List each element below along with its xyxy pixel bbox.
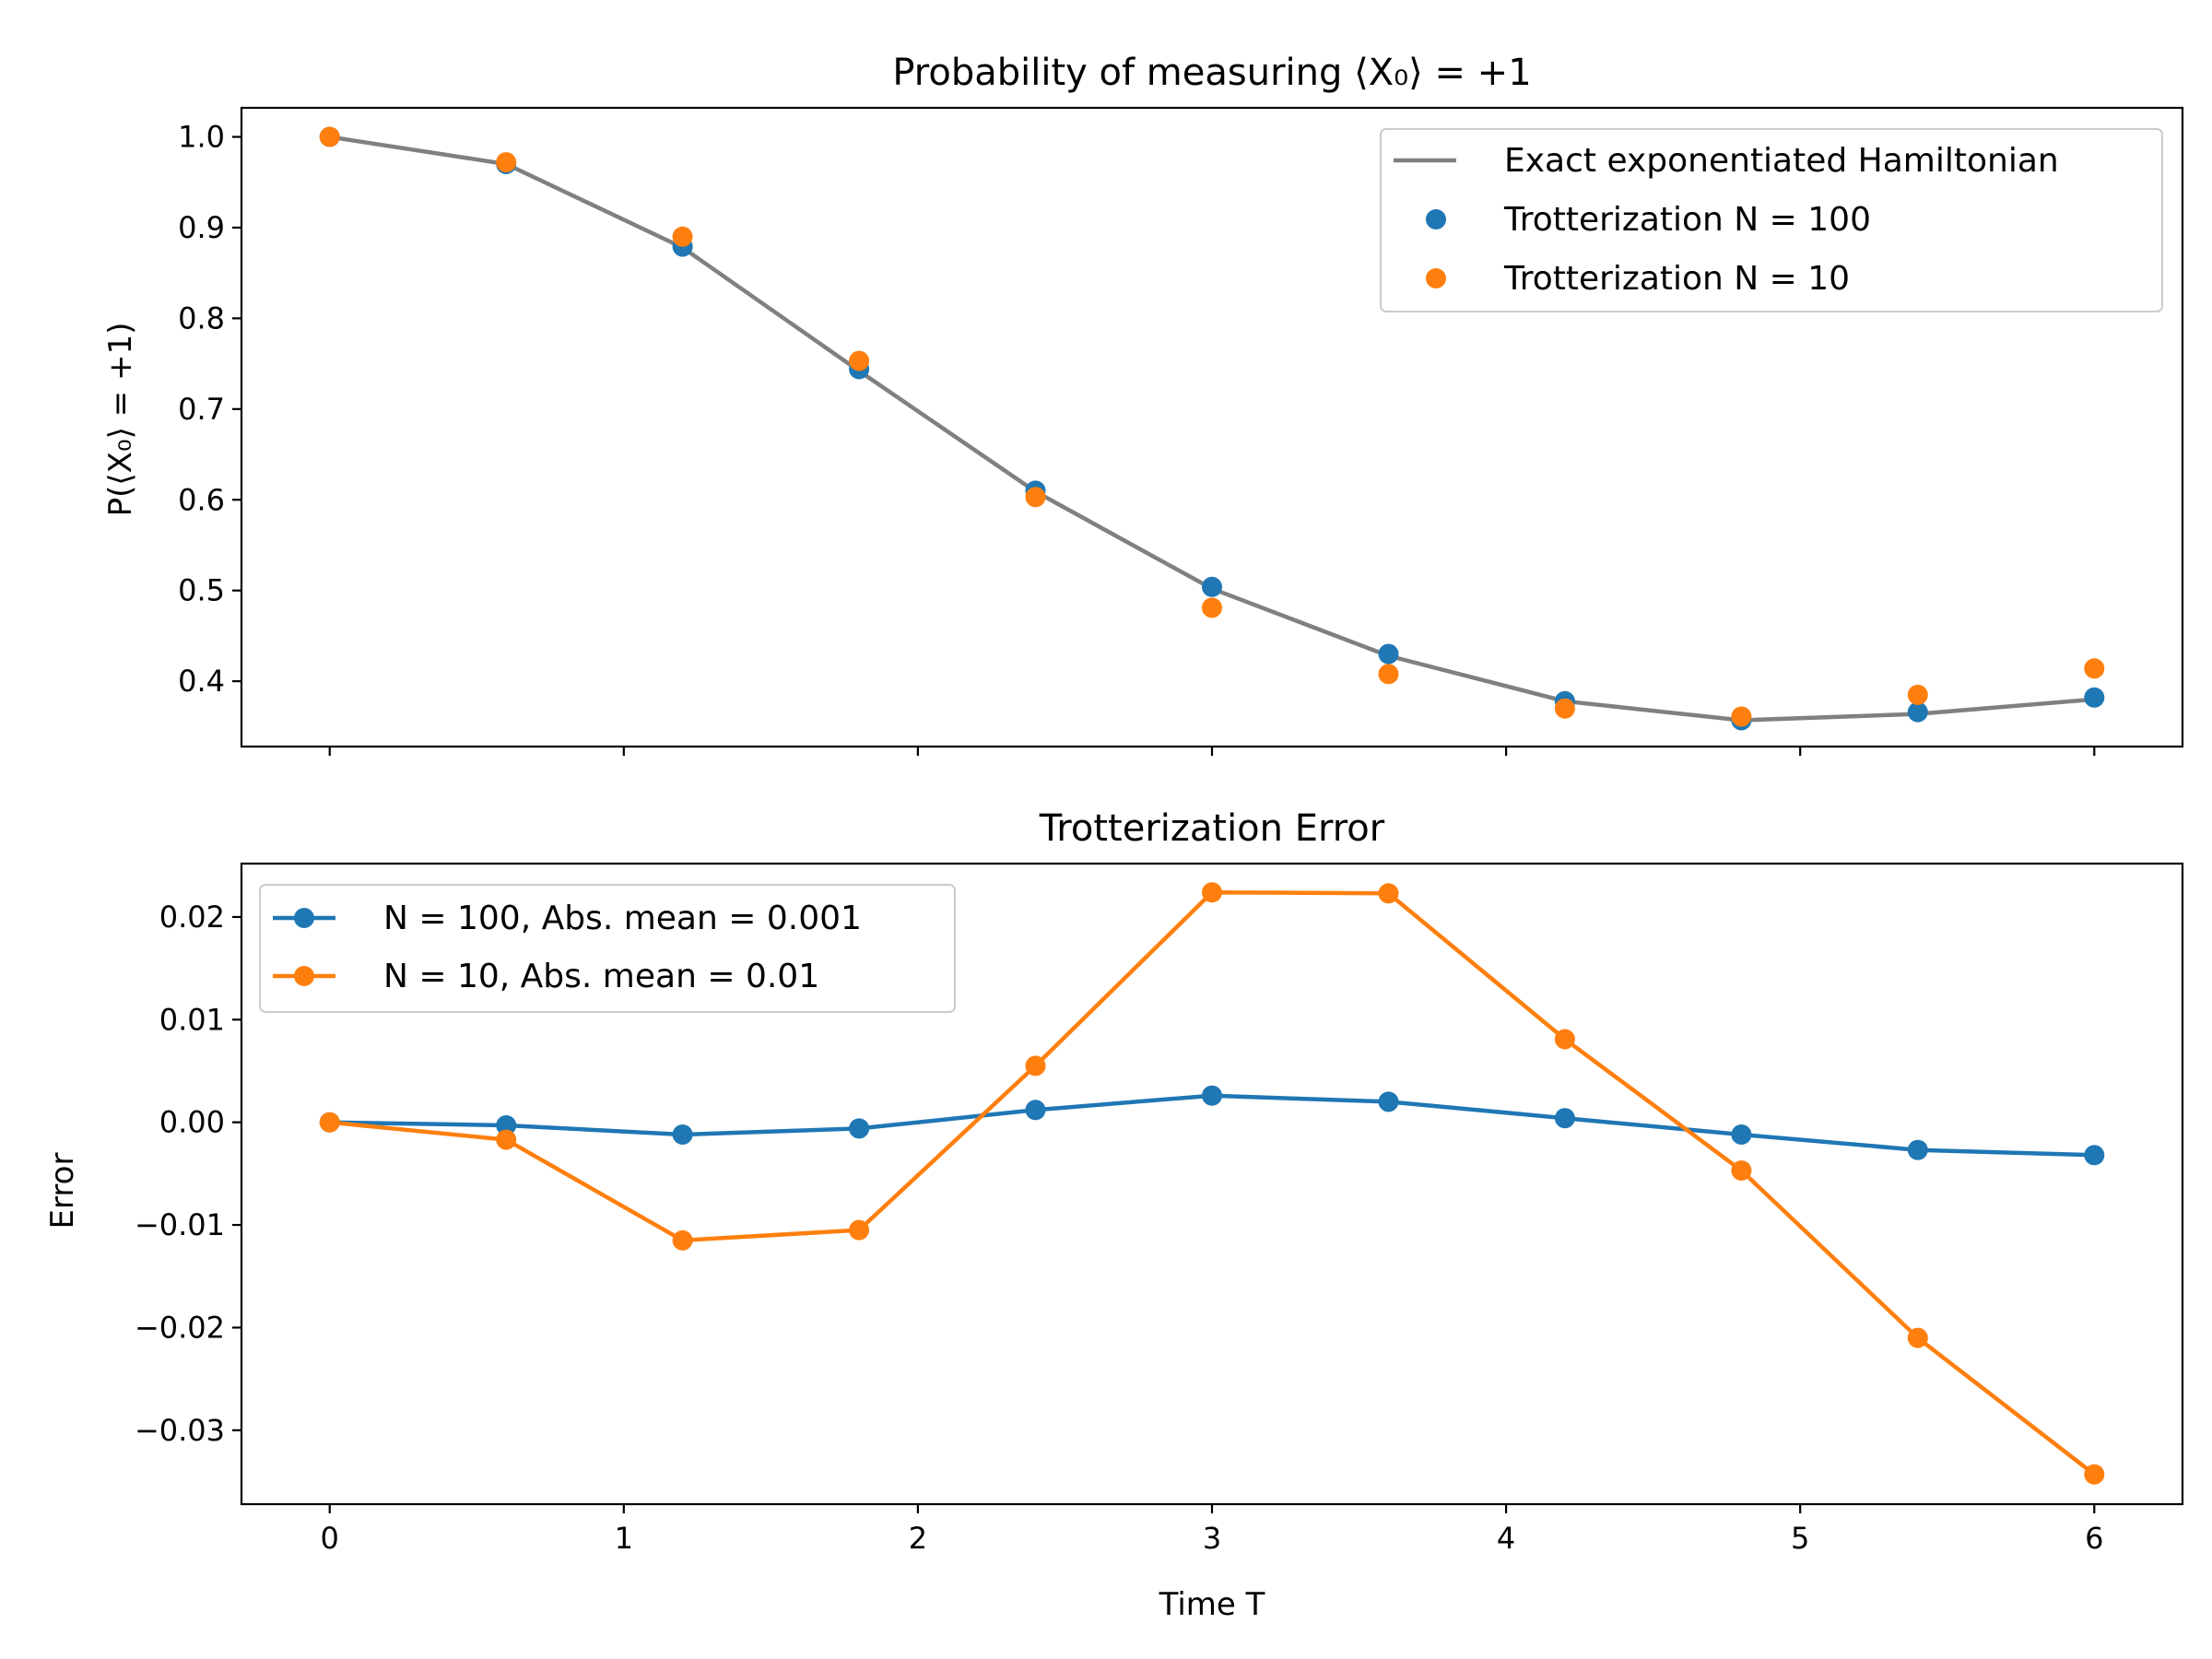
error-legend: N = 100, Abs. mean = 0.001 N = 10, Abs. … [259, 884, 956, 1013]
series-1-0-point-3 [849, 1118, 870, 1139]
series-1-0-point-7 [1554, 1108, 1575, 1129]
series-0-1-point-10 [2084, 687, 2105, 708]
probability-y-ticks: 0.4 0.5 0.6 0.7 0.8 0.9 1.0 [178, 120, 241, 699]
x-tick-label: 1 [615, 1521, 633, 1556]
series-1-1-point-6 [1378, 883, 1399, 904]
x-tick-label: 0 [321, 1521, 339, 1556]
probability-panel-title: Probability of measuring ⟨X₀⟩ = +1 [892, 52, 1531, 94]
legend-trotter-100-marker [1426, 209, 1446, 229]
probability-axes-frame [240, 106, 2184, 748]
series-0-1-point-5 [1202, 576, 1222, 597]
series-1-0-point-9 [1907, 1139, 1928, 1160]
series-0-2-point-6 [1378, 664, 1399, 685]
error-panel-title: Trotterization Error [1039, 807, 1385, 850]
series-0-2-point-9 [1907, 684, 1928, 705]
series-1-0-point-4 [1025, 1100, 1046, 1121]
y-tick-label: 0.02 [159, 900, 225, 935]
series-0-2-point-1 [496, 152, 517, 173]
legend-exact-label: Exact exponentiated Hamiltonian [1504, 142, 2059, 180]
legend-trotter-10-label: Trotterization N = 10 [1503, 260, 1850, 298]
series-1-1-point-5 [1202, 882, 1222, 903]
y-tick-label: 1.0 [178, 120, 225, 155]
x-tick-label: 6 [2085, 1521, 2103, 1556]
error-y-ticks: −0.03 −0.02 −0.01 0.00 0.01 0.02 [135, 900, 241, 1448]
legend-trotter-100-label: Trotterization N = 100 [1503, 201, 1871, 239]
series-0-2-point-8 [1731, 706, 1752, 727]
legend-trotter-10-marker [1426, 268, 1446, 288]
y-tick-label: 0.00 [159, 1105, 225, 1140]
series-1-0-point-5 [1202, 1085, 1222, 1106]
probability-plot-area [319, 126, 2105, 731]
series-1-0-point-8 [1731, 1124, 1752, 1145]
error-panel: Trotterization Error Error Time T −0.03−… [44, 807, 2184, 1623]
legend-error-10-label: N = 10, Abs. mean = 0.01 [383, 958, 819, 995]
series-1-1-point-2 [672, 1230, 693, 1251]
y-tick-label: 0.9 [178, 210, 225, 245]
series-1-1-point-9 [1907, 1327, 1928, 1348]
probability-legend: Exact exponentiated Hamiltonian Trotteri… [1380, 128, 2163, 312]
error-x-ticks: 0 1 2 3 4 5 6 [321, 1504, 2103, 1556]
y-tick-label: 0.5 [178, 573, 225, 608]
series-1-0-point-2 [672, 1124, 693, 1145]
series-1-0-point-1 [496, 1115, 517, 1135]
y-tick-label: −0.03 [135, 1413, 225, 1448]
series-0-2-point-2 [672, 226, 693, 247]
probability-y-axis-label: P(⟨X₀⟩ = +1) [102, 323, 139, 517]
series-0-2-point-0 [319, 126, 340, 147]
x-tick-label: 5 [1791, 1521, 1809, 1556]
y-tick-label: 0.4 [178, 664, 225, 699]
series-0-2-point-5 [1202, 597, 1222, 618]
series-1-1-point-4 [1025, 1055, 1046, 1077]
series-0-1-point-6 [1378, 643, 1399, 665]
series-0-1-point-9 [1907, 701, 1928, 723]
series-0-2-point-4 [1025, 487, 1046, 508]
series-1-1-point-10 [2084, 1464, 2105, 1485]
series-0-2-point-7 [1554, 698, 1575, 719]
error-y-axis-label: Error [44, 1153, 81, 1230]
series-1-1-point-1 [496, 1129, 517, 1150]
error-plot-area [319, 882, 2105, 1485]
legend-error-100-label: N = 100, Abs. mean = 0.001 [383, 900, 862, 937]
y-tick-label: 0.6 [178, 482, 225, 517]
error-legend-box [259, 884, 956, 1013]
series-1-0-point-6 [1378, 1091, 1399, 1112]
error-x-axis-label: Time T [1159, 1586, 1265, 1623]
series-1-0-point-10 [2084, 1145, 2105, 1166]
error-axes-frame [240, 862, 2184, 1506]
y-tick-label: −0.02 [135, 1310, 225, 1345]
series-1-1-point-8 [1731, 1160, 1752, 1181]
legend-error-100-marker [294, 908, 314, 928]
probability-panel: Probability of measuring ⟨X₀⟩ = +1 P(⟨X₀… [102, 52, 2184, 756]
series-1-1-point-0 [319, 1112, 340, 1133]
probability-legend-box [1380, 128, 2163, 312]
y-tick-label: −0.01 [135, 1207, 225, 1242]
probability-x-ticks [328, 747, 2096, 756]
y-tick-label: 0.8 [178, 300, 225, 335]
x-tick-label: 3 [1203, 1521, 1221, 1556]
series-1-1-point-3 [849, 1219, 870, 1241]
x-tick-label: 4 [1497, 1521, 1515, 1556]
legend-error-10-marker [294, 966, 314, 986]
x-tick-label: 2 [909, 1521, 927, 1556]
series-1-1-point-7 [1554, 1029, 1575, 1050]
y-tick-label: 0.01 [159, 1002, 225, 1037]
series-0-2-point-10 [2084, 658, 2105, 679]
series-0-2-point-3 [849, 350, 870, 371]
y-tick-label: 0.7 [178, 392, 225, 427]
